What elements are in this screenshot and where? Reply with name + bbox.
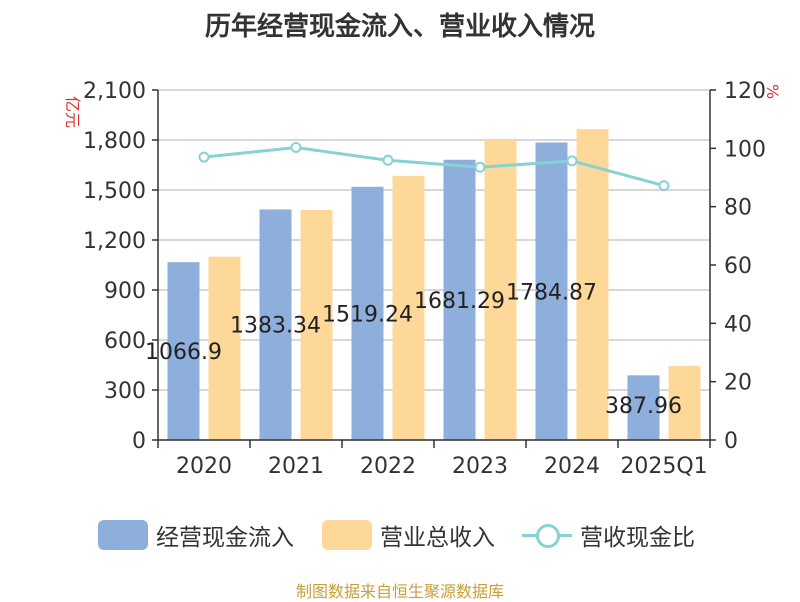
bar-revenue <box>576 129 609 440</box>
ratio-point <box>474 161 486 173</box>
ratio-line <box>198 141 670 192</box>
data-label: 1519.24 <box>322 302 413 327</box>
right-axis-unit: % <box>763 84 782 100</box>
legend-label: 营业总收入 <box>380 525 495 551</box>
y-left-tick-label: 600 <box>104 329 146 354</box>
axes: 0 300 600 900 1,200 1,500 1,800 2,100 0 20 40 60 80 1… <box>83 79 766 479</box>
y-left-tick-label: 1,200 <box>83 229 146 254</box>
legend-line-marker-icon <box>522 520 572 550</box>
x-tick-label: 2025Q1 <box>620 454 707 479</box>
left-axis-unit: 亿元 <box>63 96 82 129</box>
x-tick-label: 2022 <box>360 454 416 479</box>
bar-cash-inflow <box>443 159 476 440</box>
y-right-tick-label: 100 <box>724 137 766 162</box>
ratio-point <box>382 154 394 166</box>
x-tick-label: 2024 <box>544 454 600 479</box>
bar-revenue <box>668 365 701 440</box>
bar-revenue <box>484 140 517 440</box>
y-right-tick-label: 80 <box>724 196 752 221</box>
x-tick-label: 2020 <box>176 454 232 479</box>
legend-swatch-blue <box>98 520 148 550</box>
bar-revenue <box>208 256 241 440</box>
legend: 经营现金流入 营业总收入 营收现金比 <box>0 517 800 553</box>
y-left-tick-label: 900 <box>104 279 146 304</box>
y-right-tick-label: 60 <box>724 254 752 279</box>
bar-revenue <box>300 210 333 440</box>
data-label: 1681.29 <box>414 289 505 314</box>
bar-cash-inflow <box>535 142 568 440</box>
y-left-tick-label: 300 <box>104 379 146 404</box>
chart-title: 历年经营现金流入、营业收入情况 <box>204 12 595 42</box>
data-label: 1784.87 <box>506 280 597 305</box>
y-right-tick-label: 40 <box>724 312 752 337</box>
y-right-tick-label: 120 <box>724 79 766 104</box>
legend-item-revenue[interactable]: 营业总收入 <box>322 517 495 553</box>
y-right-tick-label: 0 <box>724 429 738 454</box>
y-left-tick-label: 1,500 <box>83 179 146 204</box>
legend-label: 营收现金比 <box>580 525 695 551</box>
grid-lines <box>158 89 710 441</box>
bar-cash-inflow <box>167 262 200 440</box>
ratio-point <box>658 180 670 192</box>
y-left-tick-label: 0 <box>132 429 146 454</box>
bar-revenue <box>392 175 425 441</box>
ratio-point <box>290 141 302 153</box>
y-left-tick-label: 2,100 <box>83 79 146 104</box>
legend-swatch-orange <box>322 520 372 550</box>
y-right-tick-label: 20 <box>724 371 752 396</box>
bar-cash-inflow <box>259 209 292 440</box>
x-tick-label: 2021 <box>268 454 324 479</box>
bar-cash-inflow <box>351 186 384 440</box>
bar-cash-inflow <box>627 375 660 440</box>
ratio-point <box>566 155 578 167</box>
legend-label: 经营现金流入 <box>156 525 294 551</box>
ratio-point <box>198 151 210 163</box>
source-note: 制图数据来自恒生聚源数据库 <box>295 582 504 601</box>
x-tick-label: 2023 <box>452 454 508 479</box>
data-label: 387.96 <box>605 394 682 419</box>
legend-item-cash-inflow[interactable]: 经营现金流入 <box>98 517 294 553</box>
y-left-tick-label: 1,800 <box>83 129 146 154</box>
data-label: 1383.34 <box>230 314 321 339</box>
legend-item-ratio[interactable]: 营收现金比 <box>522 517 695 553</box>
ratio-line-path <box>203 145 665 188</box>
data-label: 1066.9 <box>145 340 222 365</box>
bars <box>167 129 701 441</box>
